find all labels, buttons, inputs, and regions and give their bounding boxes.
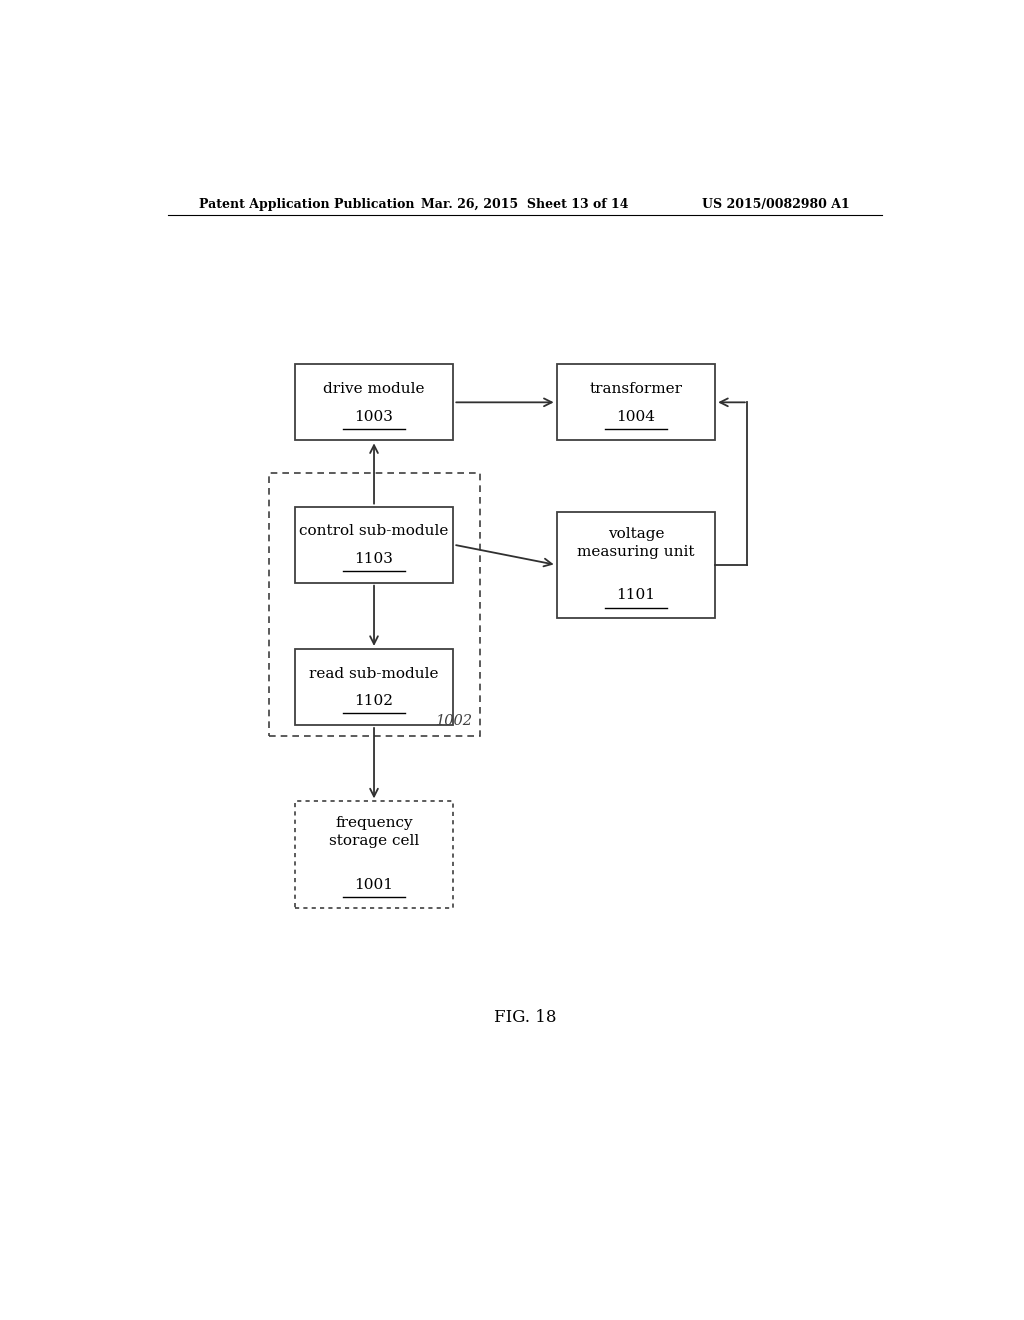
Text: 1101: 1101 — [616, 589, 655, 602]
Text: 1102: 1102 — [354, 694, 393, 708]
Text: FIG. 18: FIG. 18 — [494, 1008, 556, 1026]
Text: transformer: transformer — [590, 381, 682, 396]
Bar — [295, 649, 454, 725]
Text: Patent Application Publication: Patent Application Publication — [200, 198, 415, 211]
Text: 1003: 1003 — [354, 409, 393, 424]
Bar — [269, 474, 479, 735]
Text: voltage
measuring unit: voltage measuring unit — [578, 527, 694, 558]
Bar — [295, 801, 454, 908]
Bar — [557, 512, 716, 618]
Text: control sub-module: control sub-module — [299, 524, 449, 539]
Bar — [557, 364, 716, 441]
Bar — [295, 364, 454, 441]
Text: frequency
storage cell: frequency storage cell — [329, 816, 419, 849]
Text: read sub-module: read sub-module — [309, 667, 438, 681]
Text: 1004: 1004 — [616, 409, 655, 424]
Bar — [295, 507, 454, 582]
Text: US 2015/0082980 A1: US 2015/0082980 A1 — [702, 198, 850, 211]
Text: drive module: drive module — [324, 381, 425, 396]
Text: Mar. 26, 2015  Sheet 13 of 14: Mar. 26, 2015 Sheet 13 of 14 — [421, 198, 629, 211]
Text: 1001: 1001 — [354, 878, 393, 892]
Text: 1103: 1103 — [354, 552, 393, 566]
Text: 1002: 1002 — [436, 714, 473, 727]
